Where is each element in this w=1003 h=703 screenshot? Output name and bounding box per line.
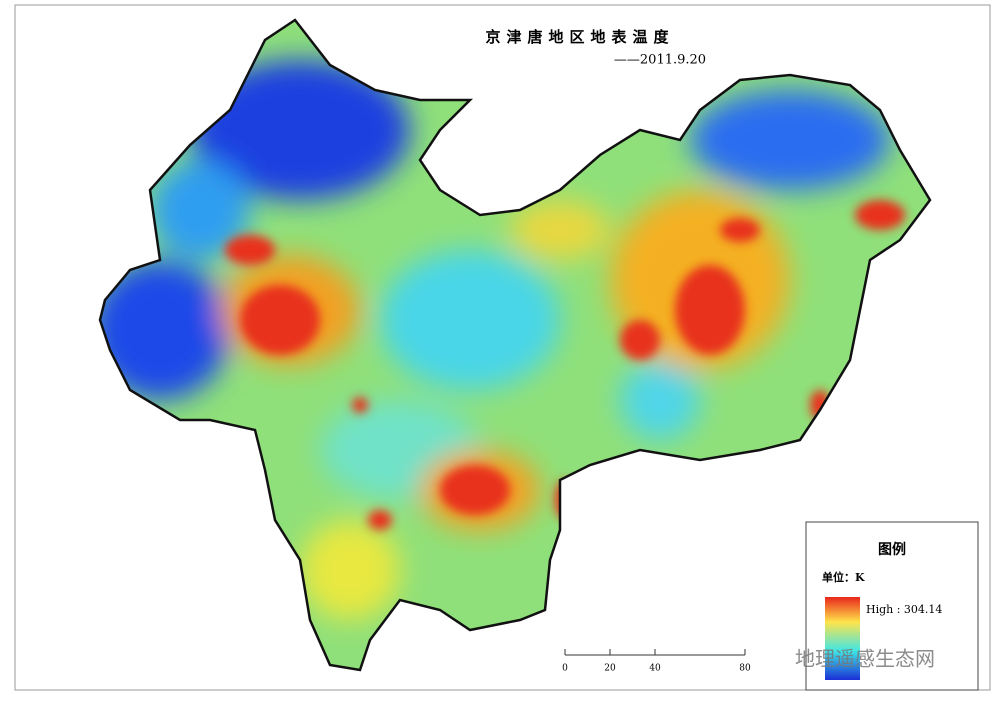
legend-gradient	[825, 597, 860, 680]
watermark: 地理遥感生态网	[795, 647, 935, 671]
scale-tick-label: 80	[739, 664, 751, 674]
scale-tick-label: 0	[562, 664, 568, 674]
legend-title: 图例	[878, 541, 906, 558]
scale-bar: 0 20 40 80	[562, 649, 751, 674]
legend-unit: 单位：K	[822, 570, 865, 584]
scale-tick-label: 40	[649, 664, 661, 674]
map-date: ——2011.9.20	[614, 53, 706, 68]
legend-high: High : 304.14	[866, 603, 942, 616]
scale-tick-label: 20	[604, 664, 616, 674]
map-title: 京津唐地区地表温度	[485, 28, 674, 46]
